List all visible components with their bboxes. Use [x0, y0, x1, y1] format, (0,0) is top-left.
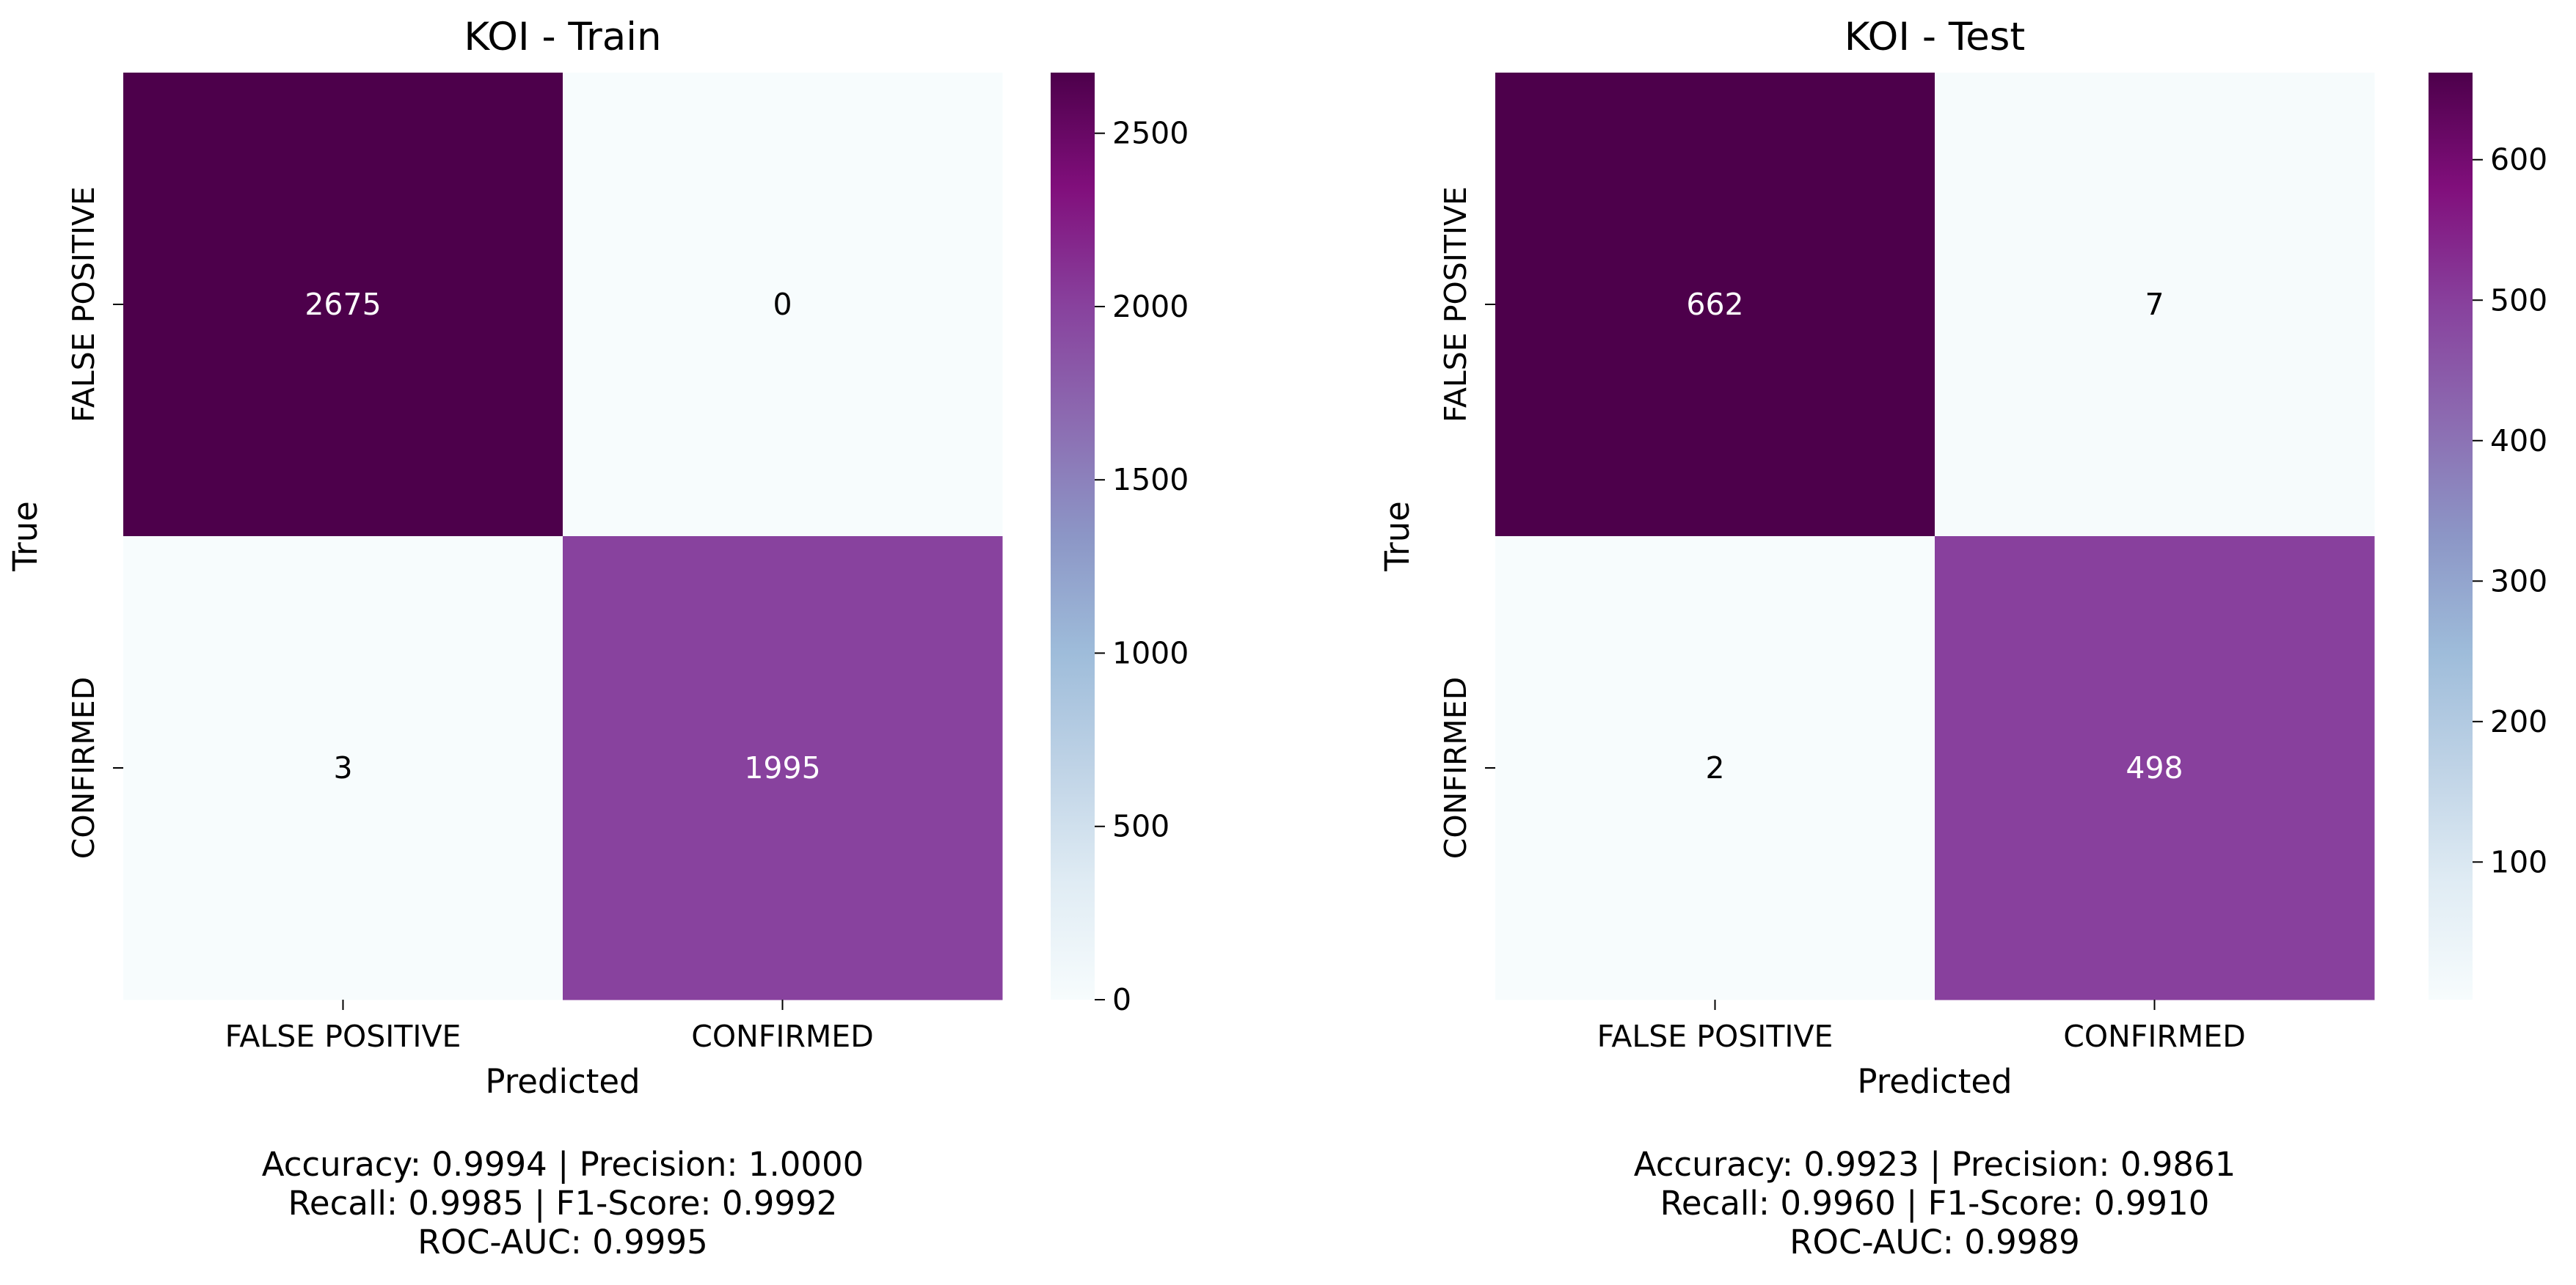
heatmap-cell	[1935, 536, 2375, 1000]
cell-value-label: 498	[2126, 750, 2183, 786]
colorbar	[1051, 73, 1095, 1000]
metrics-line: Accuracy: 0.9923 | Precision: 0.9861	[1634, 1145, 2236, 1184]
cell-value-label: 7	[2145, 287, 2164, 322]
heatmap-cell	[563, 536, 1003, 1000]
metrics-line: Recall: 0.9985 | F1-Score: 0.9992	[288, 1184, 838, 1223]
colorbar-tick-label: 1000	[1112, 635, 1189, 670]
colorbar-tick-label: 500	[2490, 282, 2547, 318]
metrics-line: ROC-AUC: 0.9989	[1789, 1223, 2079, 1262]
x-axis-label: Predicted	[1857, 1062, 2012, 1101]
y-axis-label: True	[1378, 501, 1417, 572]
cell-value-label: 0	[773, 287, 792, 322]
confusion-matrix-test: KOI - Test 662 7 2 498 FALSE POSITIVE CONFIRME…	[1378, 15, 2547, 1262]
colorbar-tick-label: 300	[2490, 563, 2547, 598]
cell-value-label: 3	[333, 750, 352, 786]
heatmap-cell	[1935, 73, 2375, 537]
y-tick-label: FALSE POSITIVE	[1438, 186, 1473, 422]
colorbar-tick-label: 400	[2490, 423, 2547, 458]
y-tick-label: CONFIRMED	[66, 677, 101, 860]
colorbar-tick-label: 500	[1112, 809, 1170, 844]
confusion-matrix-train: KOI - Train 2675 0 3 1995 FALSE POSITIVE CONFI…	[6, 15, 1189, 1262]
colorbar	[2429, 73, 2473, 1000]
cell-value-label: 1995	[744, 750, 820, 786]
y-tick-label: FALSE POSITIVE	[66, 186, 101, 422]
colorbar-tick-label: 2000	[1112, 289, 1189, 324]
x-tick-label: CONFIRMED	[2063, 1019, 2246, 1054]
y-tick-label: CONFIRMED	[1438, 677, 1473, 860]
metrics-line: Recall: 0.9960 | F1-Score: 0.9910	[1660, 1184, 2210, 1223]
colorbar-tick-label: 2500	[1112, 116, 1189, 151]
cell-value-label: 2675	[304, 287, 381, 322]
x-tick-label: FALSE POSITIVE	[1597, 1019, 1834, 1054]
x-tick-label: FALSE POSITIVE	[225, 1019, 461, 1054]
chart-title: KOI - Test	[1845, 15, 2025, 59]
metrics-line: Accuracy: 0.9994 | Precision: 1.0000	[262, 1145, 864, 1184]
heatmap-cell	[1495, 536, 1935, 1000]
chart-title: KOI - Train	[464, 15, 661, 59]
cell-value-label: 2	[1705, 750, 1724, 786]
x-tick-label: CONFIRMED	[691, 1019, 874, 1054]
x-axis-label: Predicted	[485, 1062, 640, 1101]
heatmap-cell	[563, 73, 1003, 537]
cell-value-label: 662	[1686, 287, 1743, 322]
colorbar-tick-label: 600	[2490, 142, 2547, 177]
colorbar-tick-label: 200	[2490, 704, 2547, 739]
metrics-line: ROC-AUC: 0.9995	[417, 1223, 707, 1262]
colorbar-tick-label: 1500	[1112, 462, 1189, 497]
heatmap-cell	[123, 536, 563, 1000]
colorbar-tick-label: 100	[2490, 844, 2547, 879]
colorbar-tick-label: 0	[1112, 982, 1131, 1017]
heatmap-cell	[123, 73, 563, 537]
heatmap-cell	[1495, 73, 1935, 537]
y-axis-label: True	[6, 501, 45, 572]
